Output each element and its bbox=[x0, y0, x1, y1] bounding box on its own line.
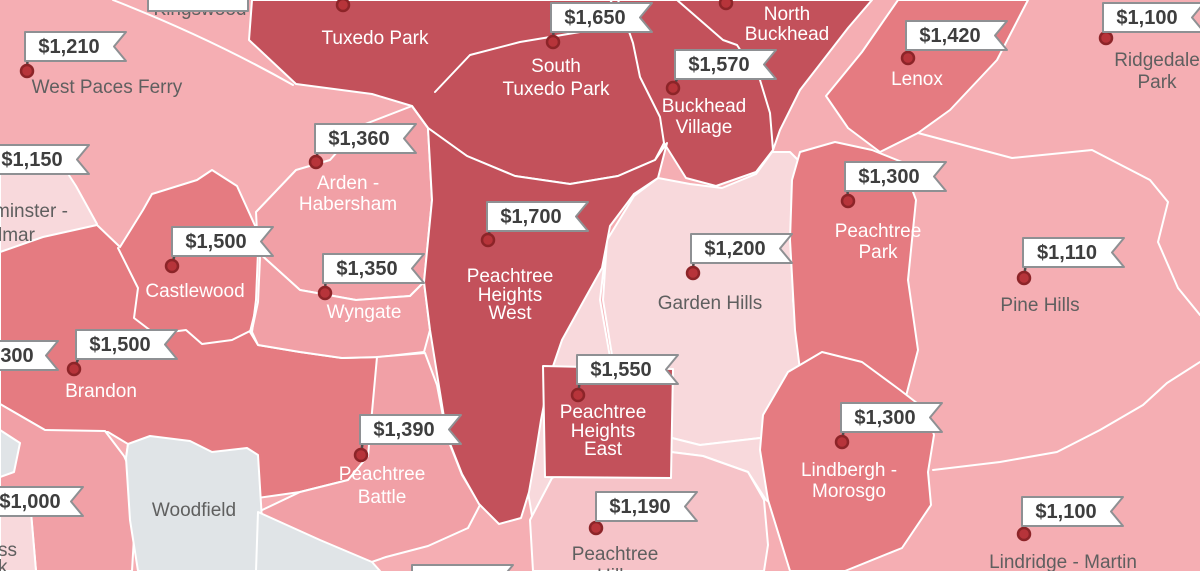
flag-partial-bottom-center bbox=[411, 564, 514, 571]
svg-text:$1,350: $1,350 bbox=[336, 258, 397, 280]
label-westminster-line1: minster - bbox=[0, 201, 68, 222]
flag-edge-bottom-left-partial: $1,000 bbox=[0, 486, 84, 517]
label-lenox: Lenox bbox=[891, 69, 943, 90]
boundary-ridgedale-pinehills bbox=[917, 132, 1200, 316]
flag-peachtree-hills: $1,190 bbox=[588, 491, 698, 536]
label-peachtree-hills-line1: Peachtree bbox=[572, 544, 659, 565]
label-garden-hills: Garden Hills bbox=[658, 293, 763, 314]
svg-text:$1,100: $1,100 bbox=[1035, 501, 1096, 523]
svg-text:$1,500: $1,500 bbox=[185, 231, 246, 253]
label-arden-line1: Arden - bbox=[317, 173, 379, 194]
label-tuxedo-park: Tuxedo Park bbox=[321, 28, 429, 49]
boundary-castlewood-brandon bbox=[117, 229, 261, 345]
flag-edge-left-partial: 300 bbox=[0, 340, 59, 371]
label-phe-line2: Heights bbox=[571, 421, 635, 442]
region-woodfield bbox=[125, 435, 263, 571]
label-phw-line1: Peachtree bbox=[467, 266, 554, 287]
flag-arden-habersham: $1,360 bbox=[308, 123, 417, 170]
region-gray-bottom-wedge bbox=[255, 511, 381, 571]
svg-text:$1,110: $1,110 bbox=[1037, 242, 1097, 264]
label-lindbergh-line1: Lindbergh - bbox=[801, 460, 897, 481]
label-phe-line3: East bbox=[584, 439, 623, 460]
label-wyngate: Wyngate bbox=[327, 302, 402, 323]
label-bl-partial-line2: k bbox=[0, 557, 8, 571]
label-phw-line2: Heights bbox=[478, 285, 542, 306]
label-peachtree-park-line1: Peachtree bbox=[835, 221, 922, 242]
svg-text:$1,390: $1,390 bbox=[373, 419, 434, 441]
label-south-tuxedo-line2: Tuxedo Park bbox=[502, 79, 610, 100]
flag-lenox: $1,420 bbox=[900, 20, 1008, 66]
label-peachtree-park-line2: Park bbox=[858, 242, 898, 263]
flag-peachtree-park: $1,300 bbox=[840, 161, 947, 209]
label-phe-line1: Peachtree bbox=[560, 402, 647, 423]
svg-text:$1,200: $1,200 bbox=[704, 238, 765, 260]
flag-pine-hills: $1,110 bbox=[1016, 237, 1125, 286]
marker-dot-tuxedo-park bbox=[335, 0, 351, 13]
flag-west-paces-ferry: $1,210 bbox=[19, 31, 127, 79]
label-buckhead-village-line2: Village bbox=[676, 117, 733, 138]
label-castlewood: Castlewood bbox=[145, 281, 244, 302]
label-phw-line3: West bbox=[489, 303, 533, 324]
label-westminster-line2: lmar bbox=[0, 225, 36, 246]
label-buckhead-village-line1: Buckhead bbox=[662, 96, 747, 117]
svg-text:$1,550: $1,550 bbox=[590, 359, 651, 381]
flag-lindbergh-morosgo: $1,300 bbox=[834, 402, 943, 450]
label-ridgedale-line1: Ridgedale bbox=[1114, 50, 1200, 71]
boundary-pinehills-lindridge bbox=[932, 361, 1200, 471]
label-brandon: Brandon bbox=[65, 381, 137, 402]
label-lindbergh-line2: Morosgo bbox=[812, 481, 886, 502]
svg-text:$1,100: $1,100 bbox=[1116, 7, 1177, 29]
label-pine-hills: Pine Hills bbox=[1000, 295, 1079, 316]
label-north-buckhead-line1: North bbox=[764, 4, 810, 25]
label-north-buckhead-line2: Buckhead bbox=[745, 24, 830, 45]
label-arden-line2: Habersham bbox=[299, 194, 397, 215]
label-ridgedale-line2: Park bbox=[1137, 72, 1177, 93]
svg-text:$1,500: $1,500 bbox=[89, 334, 150, 356]
svg-text:$1,150: $1,150 bbox=[1, 149, 62, 171]
flag-brandon: $1,500 bbox=[66, 329, 178, 377]
svg-text:$1,700: $1,700 bbox=[500, 206, 561, 228]
svg-text:$1,190: $1,190 bbox=[609, 496, 670, 518]
svg-text:$1,000: $1,000 bbox=[0, 491, 61, 513]
label-south-tuxedo-line1: South bbox=[531, 56, 581, 77]
label-west-paces-ferry: West Paces Ferry bbox=[32, 77, 183, 98]
flag-peachtree-heights-west: $1,700 bbox=[480, 201, 589, 248]
svg-text:$1,570: $1,570 bbox=[688, 54, 749, 76]
boundary-kingswood-wpf bbox=[112, 0, 294, 86]
svg-text:$1,300: $1,300 bbox=[858, 166, 919, 188]
svg-text:$1,360: $1,360 bbox=[328, 128, 389, 150]
svg-text:$1,650: $1,650 bbox=[564, 7, 625, 29]
flag-buckhead-village: $1,570 bbox=[665, 49, 777, 96]
flag-peachtree-battle: $1,390 bbox=[353, 414, 462, 463]
flag-westminster: $1,150 bbox=[0, 144, 90, 175]
label-peachtree-battle-line2: Battle bbox=[358, 487, 407, 508]
flag-peachtree-heights-east: $1,550 bbox=[570, 354, 679, 403]
flag-south-tuxedo-park: $1,650 bbox=[545, 2, 653, 50]
svg-text:$1,420: $1,420 bbox=[919, 25, 980, 47]
label-bl-partial-line1: ss bbox=[0, 540, 17, 561]
region-gray-left-edge bbox=[0, 429, 21, 478]
svg-text:$1,210: $1,210 bbox=[38, 36, 99, 58]
flag-castlewood: $1,500 bbox=[164, 226, 274, 274]
label-woodfield: Woodfield bbox=[152, 500, 236, 521]
marker-dot-north-buckhead bbox=[718, 0, 734, 11]
svg-text:300: 300 bbox=[0, 345, 33, 367]
flag-lindridge-martin: $1,100 bbox=[1016, 496, 1124, 542]
flag-garden-hills: $1,200 bbox=[685, 233, 793, 281]
label-lindridge-martin: Lindridge - Martin bbox=[989, 552, 1137, 571]
flag-partial-top-left bbox=[147, 0, 249, 12]
label-peachtree-hills-line2: Hills bbox=[597, 566, 633, 571]
svg-text:$1,300: $1,300 bbox=[854, 407, 915, 429]
flag-ridgedale-park: $1,100 bbox=[1098, 2, 1200, 46]
flag-wyngate: $1,350 bbox=[317, 253, 425, 301]
label-peachtree-battle-line1: Peachtree bbox=[339, 464, 426, 485]
